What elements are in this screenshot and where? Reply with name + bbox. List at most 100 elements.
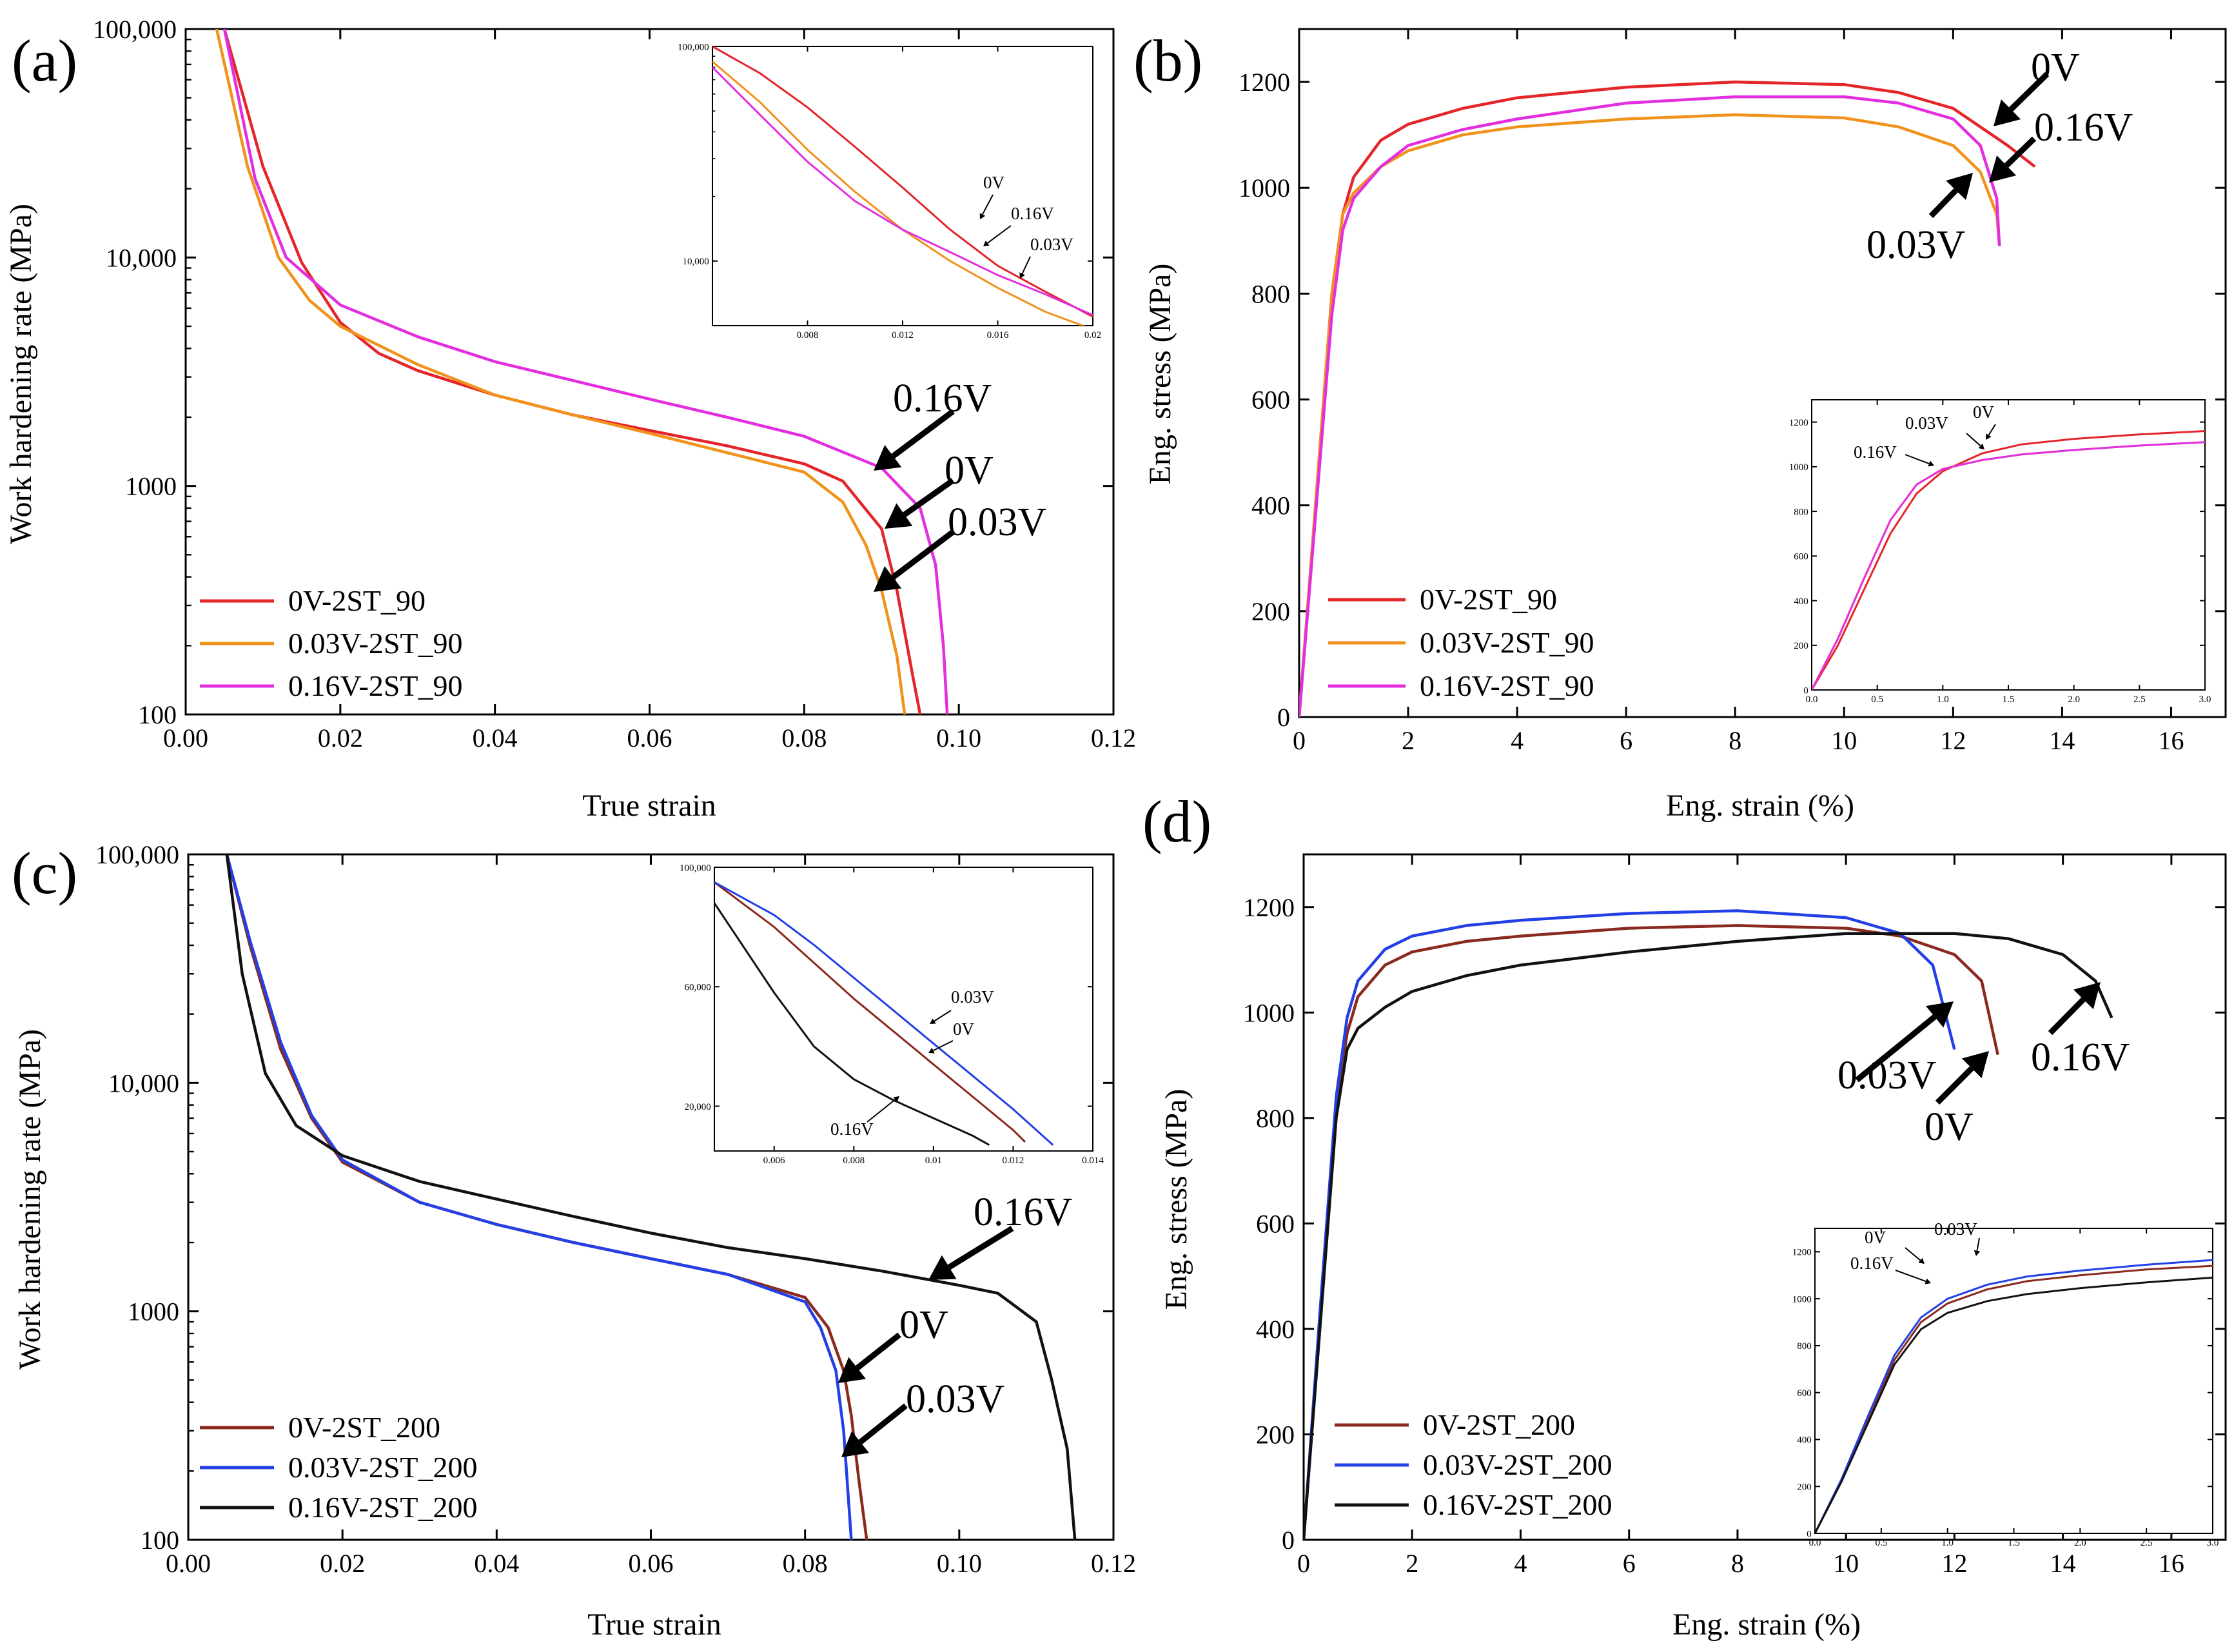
annotation-arrow-head [838, 1357, 867, 1383]
inset-background [712, 46, 1093, 326]
inset-series-line-1 [1815, 1259, 2213, 1533]
inset-annotation-label: 0.16V [1011, 204, 1054, 223]
legend-label: 0.16V-2ST_200 [288, 1491, 478, 1524]
inset-x-tick-label: 1.5 [2008, 1538, 2020, 1548]
x-tick-label: 0.06 [629, 1549, 674, 1578]
x-tick-label: 2 [1402, 726, 1415, 755]
annotation-label: 0.16V [2034, 106, 2133, 150]
inset-annotation-label: 0V [1865, 1228, 1886, 1247]
x-tick-label: 0.04 [473, 723, 518, 752]
y-tick-label: 800 [1251, 279, 1290, 308]
annotation-arrow-head [841, 1431, 870, 1457]
annotation-arrow-head [1994, 99, 2021, 126]
x-tick-label: 8 [1729, 726, 1741, 755]
inset-x-tick-label: 0.5 [1871, 694, 1883, 705]
inset-y-tick-label: 20,000 [685, 1102, 711, 1112]
inset-annotation-arrow-shaft [1976, 1237, 1980, 1251]
inset-series-line-1 [714, 881, 1054, 1146]
plot-frame [1298, 28, 2227, 718]
annotation-arrow-shaft [2004, 136, 2037, 168]
inset-chart: 0.0 0.5 1.0 1.5 2.0 2.5 3.0 0 200 400 600 800 1000 12… [1789, 399, 2211, 705]
annotation-arrow-shaft [2008, 72, 2050, 112]
inset-series-line-0 [1812, 430, 2205, 690]
annotation-arrow-head [1926, 1001, 1954, 1028]
inset-y-tick-label: 400 [1794, 596, 1808, 607]
annotation-arrow-shaft [947, 1226, 1014, 1270]
y-tick-label: 200 [1256, 1420, 1295, 1449]
annotation-arrow-shaft [903, 478, 955, 517]
x-axis-label: True strain [582, 789, 716, 823]
x-axis-label: Eng. strain (%) [1672, 1608, 1861, 1642]
x-axis-label: True strain [587, 1608, 721, 1642]
inset-x-tick-label: 0.006 [763, 1155, 785, 1166]
inset-y-tick-label: 60,000 [685, 983, 711, 993]
x-tick-label: 16 [2158, 726, 2184, 755]
y-tick-label: 400 [1256, 1315, 1295, 1344]
inset-annotation-label: 0.03V [1934, 1219, 1977, 1239]
inset-annotation-arrow-shaft [1905, 1247, 1921, 1261]
inset-series-line-2 [714, 902, 990, 1146]
y-tick-label: 100 [138, 700, 177, 729]
inset-annotation-arrow-shaft [867, 1099, 896, 1123]
inset-annotation-arrow-shaft [1895, 1270, 1926, 1283]
annotation-arrow-head [874, 445, 902, 471]
legend-label: 0V-2ST_90 [1420, 583, 1557, 616]
series-line-2 [225, 854, 1077, 1540]
x-tick-label: 16 [2159, 1549, 2184, 1578]
inset-annotation-label: 0.16V [830, 1119, 874, 1139]
x-tick-label: 0.10 [937, 1549, 982, 1578]
y-tick-label: 600 [1251, 386, 1290, 415]
x-tick-label: 0.08 [781, 723, 827, 752]
x-tick-label: 0.00 [166, 1549, 211, 1578]
x-tick-label: 14 [2050, 1549, 2076, 1578]
x-tick-label: 6 [1620, 726, 1632, 755]
y-tick-label: 1000 [128, 1297, 179, 1326]
panel-d: (d) 0 2 4 6 8 10 12 14 16 0 200 400 600 800 1000 1200 Eng… [1142, 789, 2227, 1642]
legend-label: 0V-2ST_90 [288, 584, 426, 617]
inset-annotation-arrow-head [1918, 1257, 1925, 1264]
x-tick-label: 14 [2049, 726, 2075, 755]
inset-annotation-arrow-shaft [982, 194, 994, 215]
inset-x-tick-label: 0.012 [1003, 1155, 1024, 1166]
legend-label: 0V-2ST_200 [288, 1411, 440, 1444]
inset-y-tick-label: 400 [1797, 1435, 1812, 1446]
inset-x-tick-label: 0.0 [1806, 694, 1818, 705]
inset-y-tick-label: 800 [1794, 507, 1808, 517]
inset-y-tick-label: 200 [1797, 1482, 1812, 1492]
x-tick-label: 4 [1511, 726, 1524, 755]
inset-annotation-label: 0.16V [1854, 442, 1897, 462]
inset-annotation-arrow-head [1974, 1250, 1981, 1256]
inset-series-line-0 [714, 881, 1026, 1143]
annotation-arrow-head [2073, 982, 2101, 1010]
inset-series-line-2 [712, 66, 1093, 316]
legend-label: 0.03V-2ST_200 [288, 1451, 478, 1484]
y-tick-label: 100,000 [95, 840, 179, 869]
panel-letter: (c) [12, 840, 77, 906]
annotation-arrow-head [885, 503, 913, 529]
y-tick-label: 10,000 [108, 1068, 179, 1097]
y-axis-label: Eng. stress (MPa) [1143, 264, 1177, 485]
series-line-0 [1304, 924, 1999, 1540]
y-axis-label: Work hardening rate (MPa) [13, 1029, 47, 1370]
inset-annotation-arrow-shaft [1966, 433, 1981, 447]
x-tick-label: 0.08 [783, 1549, 828, 1578]
inset-x-tick-label: 2.0 [2068, 694, 2080, 705]
annotation-label: 0.16V [974, 1190, 1073, 1234]
inset-y-tick-label: 600 [1797, 1388, 1812, 1399]
series-line-1 [215, 29, 906, 714]
panel-a: (a) 0.00 0.02 0.04 0.06 0.08 0.10 0.12 100 1000 10… [4, 15, 1136, 823]
inset-annotation-arrow-head [1925, 1278, 1931, 1284]
annotation-arrow-head [1946, 173, 1973, 201]
annotation-label: 0.16V [2031, 1036, 2130, 1079]
annotation-arrow-shaft [1935, 1066, 1974, 1105]
inset-x-tick-label: 0.008 [843, 1155, 865, 1166]
inset-y-tick-label: 800 [1797, 1341, 1812, 1352]
x-tick-label: 10 [1833, 1549, 1859, 1578]
x-tick-label: 0.10 [936, 723, 981, 752]
legend-label: 0.16V-2ST_90 [1420, 669, 1594, 702]
inset-y-tick-label: 100,000 [678, 42, 709, 52]
x-tick-label: 10 [1831, 726, 1857, 755]
inset-annotation-arrow-head [979, 213, 986, 219]
panel-letter: (b) [1133, 28, 1202, 93]
series-line-1 [1299, 113, 2001, 717]
